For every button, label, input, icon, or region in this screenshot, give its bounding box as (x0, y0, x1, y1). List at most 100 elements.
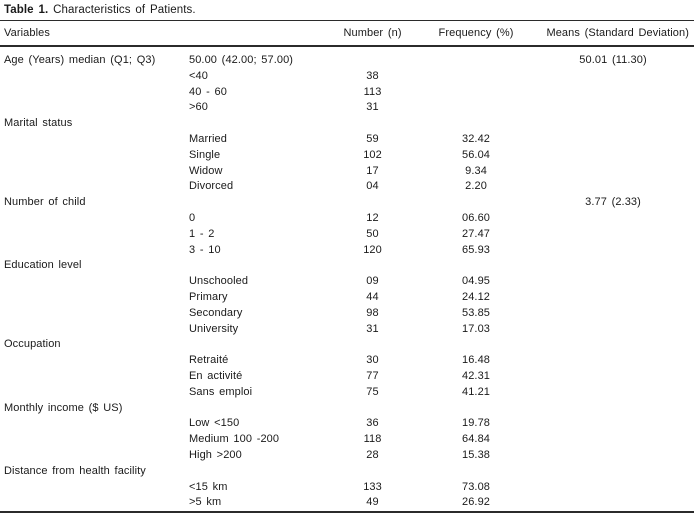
cell-means (532, 258, 694, 274)
table-row: Divorced 04 2.20 (0, 179, 694, 195)
cell-means (532, 243, 694, 259)
cell-number: 12 (366, 211, 379, 224)
table-row: Age (Years) median (Q1; Q3) 50.00 (42.00;… (0, 46, 694, 69)
cell-frequency: 56.04 (462, 148, 491, 161)
table-row: <40 38 (0, 69, 694, 85)
cell-number: 44 (366, 290, 379, 303)
cell-variable: Occupation (4, 338, 61, 351)
cell-frequency: 24.12 (462, 290, 491, 303)
cell-subcategory: Married (189, 132, 227, 145)
cell-number: 04 (366, 180, 379, 193)
cell-variable (0, 416, 189, 432)
cell-subcategory: Divorced (189, 180, 234, 193)
table-header: Variables Number (n) Frequency (%) Means… (0, 20, 694, 47)
cell-means (532, 337, 694, 353)
cell-variable (0, 100, 189, 116)
cell-means (532, 274, 694, 290)
cell-subcategory: Retraité (189, 354, 229, 367)
table-row: University 31 17.03 (0, 322, 694, 338)
cell-number: 50 (366, 227, 379, 240)
cell-frequency (420, 258, 532, 274)
cell-means (532, 464, 694, 480)
cell-frequency (420, 100, 532, 116)
cell-number: 59 (366, 132, 379, 145)
column-header-variables: Variables (0, 20, 326, 47)
cell-frequency: 16.48 (462, 354, 491, 367)
cell-subcategory: En activité (189, 369, 243, 382)
cell-subcategory (189, 258, 325, 274)
cell-number: 31 (366, 322, 379, 335)
cell-means (532, 179, 694, 195)
cell-means (532, 385, 694, 401)
table-body: Age (Years) median (Q1; Q3) 50.00 (42.00;… (0, 46, 694, 512)
cell-frequency: 26.92 (462, 496, 491, 509)
cell-subcategory (189, 401, 325, 417)
cell-means (532, 448, 694, 464)
table-row: 40 - 60 113 (0, 85, 694, 101)
cell-frequency (420, 464, 532, 480)
column-header-means: Means (Standard Deviation) (532, 20, 694, 47)
cell-variable (0, 274, 189, 290)
cell-subcategory: 1 - 2 (189, 227, 215, 240)
cell-means (532, 290, 694, 306)
cell-means (532, 100, 694, 116)
table-row: Medium 100 -200 118 64.84 (0, 432, 694, 448)
cell-frequency (420, 116, 532, 132)
cell-frequency: 17.03 (462, 322, 491, 335)
cell-means (532, 401, 694, 417)
cell-subcategory: Low <150 (189, 417, 240, 430)
cell-subcategory: Secondary (189, 306, 243, 319)
table-row: Widow 17 9.34 (0, 164, 694, 180)
cell-number (325, 46, 420, 69)
cell-variable (0, 227, 189, 243)
cell-number: 09 (366, 275, 379, 288)
cell-means (532, 69, 694, 85)
cell-subcategory (189, 464, 325, 480)
cell-variable (0, 132, 189, 148)
cell-subcategory: Widow (189, 164, 223, 177)
table-row: High >200 28 15.38 (0, 448, 694, 464)
cell-number: 17 (366, 164, 379, 177)
cell-frequency: 53.85 (462, 306, 491, 319)
cell-variable (0, 69, 189, 85)
cell-frequency: 41.21 (462, 385, 491, 398)
cell-subcategory (189, 195, 325, 211)
cell-means (532, 495, 694, 512)
cell-frequency: 15.38 (462, 448, 491, 461)
cell-subcategory: >60 (189, 101, 208, 114)
cell-number: 38 (366, 69, 379, 82)
cell-number (325, 195, 420, 211)
cell-frequency (420, 46, 532, 69)
cell-means (532, 416, 694, 432)
table-row: >60 31 (0, 100, 694, 116)
cell-variable (0, 164, 189, 180)
cell-means (532, 164, 694, 180)
table-row: Monthly income ($ US) (0, 401, 694, 417)
cell-number (325, 258, 420, 274)
cell-frequency: 27.47 (462, 227, 491, 240)
table-title-label: Table 1. (4, 4, 49, 16)
table-row: Sans emploi 75 41.21 (0, 385, 694, 401)
cell-subcategory: Unschooled (189, 275, 249, 288)
cell-subcategory: University (189, 322, 239, 335)
cell-subcategory: <15 km (189, 480, 228, 493)
cell-number: 36 (366, 417, 379, 430)
table-row: Number of child 3.77 (2.33) (0, 195, 694, 211)
cell-variable (0, 290, 189, 306)
cell-subcategory: Primary (189, 290, 228, 303)
cell-means (532, 85, 694, 101)
cell-number: 28 (366, 448, 379, 461)
column-header-frequency: Frequency (%) (420, 20, 533, 47)
table-row: Married 59 32.42 (0, 132, 694, 148)
table-row: Single 102 56.04 (0, 148, 694, 164)
table-row: Primary 44 24.12 (0, 290, 694, 306)
cell-number: 118 (363, 433, 382, 446)
cell-means (532, 353, 694, 369)
table-row: En activité 77 42.31 (0, 369, 694, 385)
cell-variable (0, 432, 189, 448)
cell-variable (0, 179, 189, 195)
patients-table: Variables Number (n) Frequency (%) Means… (0, 20, 694, 514)
cell-means (532, 148, 694, 164)
cell-number (325, 337, 420, 353)
